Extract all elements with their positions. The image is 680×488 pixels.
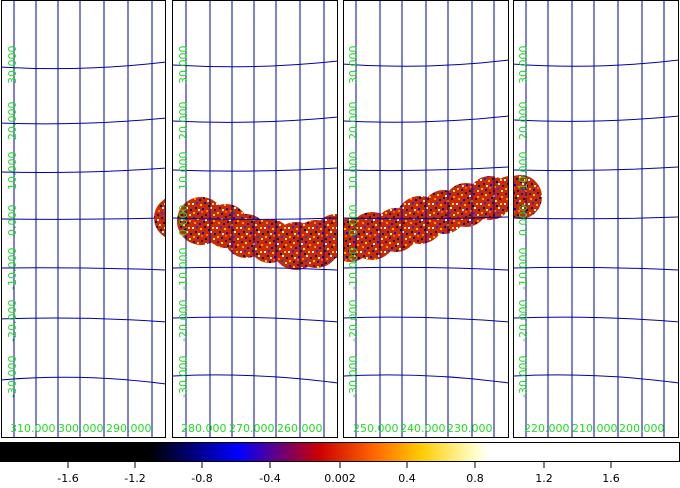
ra-labels: 310.000 300.000 290.000 280.000 270.000 … bbox=[10, 422, 665, 435]
colorbar-tick-label: -1.6 bbox=[57, 472, 78, 485]
dec-label: -10.000 bbox=[347, 248, 360, 290]
dec-label: 0.000 bbox=[6, 205, 19, 237]
colorbar-tick-label: 0.4 bbox=[398, 472, 416, 485]
ra-label: 240.000 bbox=[400, 422, 446, 435]
colorbar-tick-label: 1.6 bbox=[602, 472, 620, 485]
colorbar-tick-label: -0.4 bbox=[259, 472, 280, 485]
panel-4[interactable] bbox=[498, 0, 679, 438]
dec-label: 30.000 bbox=[517, 46, 530, 85]
ra-label: 290.000 bbox=[106, 422, 152, 435]
dec-label: 20.000 bbox=[517, 102, 530, 141]
dec-label: -20.000 bbox=[347, 300, 360, 342]
coordinate-grid bbox=[514, 1, 678, 437]
dec-label: -30.000 bbox=[347, 356, 360, 398]
ra-label: 310.000 bbox=[10, 422, 56, 435]
colorbar-tick-label: 0.8 bbox=[466, 472, 484, 485]
dec-label: -30.000 bbox=[517, 356, 530, 398]
dec-label: -20.000 bbox=[177, 300, 190, 342]
ra-label: 280.000 bbox=[181, 422, 227, 435]
ra-label: 200.000 bbox=[619, 422, 665, 435]
dec-label: 20.000 bbox=[347, 102, 360, 141]
dec-label: -20.000 bbox=[517, 300, 530, 342]
ra-label: 270.000 bbox=[229, 422, 275, 435]
source-emission bbox=[177, 197, 337, 270]
panel-3[interactable] bbox=[328, 0, 528, 438]
colorbar[interactable]: -1.6 -1.2 -0.8 -0.4 0.002 0.4 0.8 1.2 1.… bbox=[0, 442, 680, 486]
dec-label: -30.000 bbox=[177, 356, 190, 398]
dec-label: 0.000 bbox=[517, 205, 530, 237]
colorbar-tick-label: -0.8 bbox=[191, 472, 212, 485]
colorbar-ticks bbox=[67, 462, 612, 468]
dec-label: 0.000 bbox=[347, 205, 360, 237]
dec-labels: 30.000 20.000 10.000 0.000 -10.000 -20.0… bbox=[6, 46, 530, 399]
coordinate-grid bbox=[344, 1, 508, 437]
source-emission bbox=[344, 176, 508, 262]
ra-label: 210.000 bbox=[572, 422, 618, 435]
dec-label: 10.000 bbox=[517, 152, 530, 191]
dec-label: 10.000 bbox=[177, 152, 190, 191]
coordinate-grid bbox=[2, 1, 165, 437]
dec-label: -20.000 bbox=[6, 300, 19, 342]
ra-label: 230.000 bbox=[447, 422, 493, 435]
dec-label: 20.000 bbox=[6, 102, 19, 141]
source-emission bbox=[154, 198, 165, 238]
panel-2[interactable] bbox=[172, 0, 358, 438]
panel-1[interactable] bbox=[0, 0, 198, 438]
dec-label: 10.000 bbox=[347, 152, 360, 191]
source-emission bbox=[514, 175, 542, 219]
dec-label: 10.000 bbox=[6, 152, 19, 191]
ra-label: 260.000 bbox=[277, 422, 323, 435]
dec-label: 30.000 bbox=[6, 46, 19, 85]
colorbar-gradient[interactable] bbox=[0, 442, 680, 462]
dec-label: 20.000 bbox=[177, 102, 190, 141]
dec-label: 30.000 bbox=[177, 46, 190, 85]
dec-label: -10.000 bbox=[517, 248, 530, 290]
dec-label: -10.000 bbox=[177, 248, 190, 290]
coordinate-grid bbox=[173, 1, 337, 437]
ra-label: 300.000 bbox=[58, 422, 104, 435]
colorbar-tick-label: 1.2 bbox=[535, 472, 553, 485]
ra-label: 250.000 bbox=[353, 422, 399, 435]
ra-label: 220.000 bbox=[524, 422, 570, 435]
colorbar-tick-label: 0.002 bbox=[324, 472, 356, 485]
dec-label: -10.000 bbox=[6, 248, 19, 290]
colorbar-tick-label: -1.2 bbox=[124, 472, 145, 485]
dec-label: 0.000 bbox=[177, 205, 190, 237]
dec-label: -30.000 bbox=[6, 356, 19, 398]
dec-label: 30.000 bbox=[347, 46, 360, 85]
